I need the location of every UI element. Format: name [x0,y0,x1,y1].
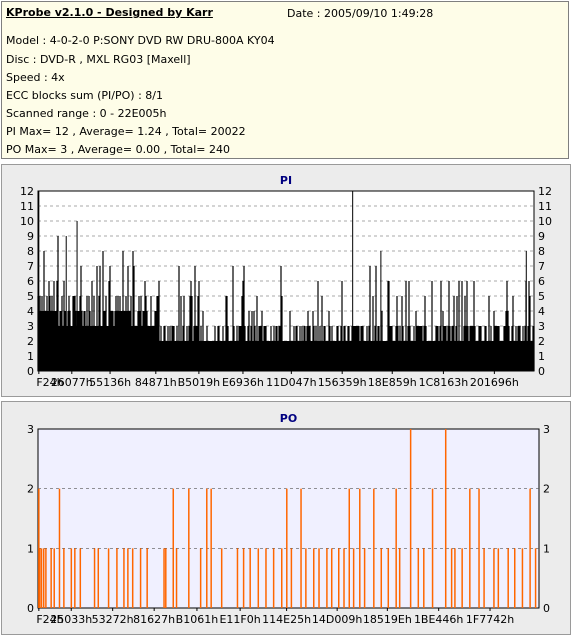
scan-date: Date : 2005/09/10 1:49:28 [287,7,434,20]
y-tick-label-left: 7 [27,260,34,273]
app-title: KProbe v2.1.0 - Designed by Karr [6,6,213,19]
x-tick-label: B1061h [176,613,219,626]
x-tick-label: E6936h [222,376,264,389]
y-tick-label-right: 2 [538,335,545,348]
x-tick-label: 11D047h [266,376,316,389]
y-tick-label-left: 1 [27,350,34,363]
y-tick-label-left: 2 [27,335,34,348]
y-tick-label-left: 0 [27,602,34,615]
y-tick-label-left: 11 [20,200,34,213]
info-pi-stats: PI Max= 12 , Average= 1.24 , Total= 2002… [6,125,246,138]
info-disc: Disc : DVD-R , MXL RG03 [Maxell] [6,53,191,66]
y-tick-label-right: 9 [538,230,545,243]
x-tick-label: 114E25h [262,613,311,626]
x-tick-label: 18E859h [368,376,417,389]
x-tick-label: 201696h [470,376,519,389]
y-tick-label-left: 10 [20,215,34,228]
y-tick-label-right: 5 [538,290,545,303]
y-tick-label-left: 4 [27,305,34,318]
y-tick-label-left: 1 [27,542,34,555]
y-tick-label-right: 12 [538,185,552,198]
x-tick-label: 26077h [51,376,93,389]
y-tick-label-right: 6 [538,275,545,288]
x-tick-label: F24h [36,376,63,389]
pi-chart-title: PI [280,174,292,187]
y-tick-label-right: 1 [543,542,550,555]
y-tick-label-right: 8 [538,245,545,258]
x-tick-label: E11F0h [219,613,260,626]
y-tick-label-right: 3 [538,320,545,333]
y-tick-label-left: 8 [27,245,34,258]
y-tick-label-right: 10 [538,215,552,228]
info-model: Model : 4-0-2-0 P:SONY DVD RW DRU-800A K… [6,34,275,47]
plot-area [37,428,540,609]
x-tick-label: 25033h [50,613,92,626]
x-tick-label: 156359h [318,376,367,389]
info-panel: KProbe v2.1.0 - Designed by Karr Date : … [1,1,569,159]
x-tick-label: B5019h [178,376,221,389]
x-tick-label: 84871h [135,376,177,389]
y-tick-label-left: 2 [27,483,34,496]
y-tick-label-right: 0 [543,602,550,615]
x-tick-label: 18519Eh [363,613,412,626]
y-tick-label-left: 6 [27,275,34,288]
x-tick-label: 1BE446h [414,613,463,626]
y-tick-label-left: 3 [27,320,34,333]
po-chart-title: PO [280,412,297,425]
y-tick-label-right: 4 [538,305,545,318]
x-tick-label: F24h [36,613,63,626]
y-tick-label-right: 7 [538,260,545,273]
x-tick-label: 81627h [133,613,175,626]
pi-bars [37,191,535,371]
info-speed: Speed : 4x [6,71,65,84]
info-ecc-sum: ECC blocks sum (PI/PO) : 8/1 [6,89,163,102]
y-tick-label-right: 2 [543,483,550,496]
y-tick-label-left: 12 [20,185,34,198]
po-bars [38,429,537,608]
x-tick-label: 14D009h [312,613,362,626]
y-tick-label-right: 0 [538,365,545,378]
info-po-stats: PO Max= 3 , Average= 0.00 , Total= 240 [6,143,230,156]
y-tick-label-left: 0 [27,365,34,378]
po-chart-panel: PO 0 0 1 1 2 2 3 3 F24h 25033h 53272h 81627h B1061h E1… [1,401,571,635]
y-tick-label-left: 3 [27,423,34,436]
x-tick-label: 1F7742h [466,613,514,626]
y-tick-label-left: 9 [27,230,34,243]
x-tick-label: 1C8163h [419,376,469,389]
pi-chart-panel: PI 0 0 1 1 2 2 3 3 4 4 5 5 6 6 7 7 8 8 9 9 10 10 11 11 12 12 F24h 26… [1,164,571,397]
info-scanned-range: Scanned range : 0 - 22E005h [6,107,167,120]
x-tick-label: 55136h [89,376,131,389]
x-tick-label: 53272h [92,613,134,626]
y-tick-label-right: 1 [538,350,545,363]
y-tick-label-left: 5 [27,290,34,303]
y-tick-label-right: 11 [538,200,552,213]
y-tick-label-right: 3 [543,423,550,436]
